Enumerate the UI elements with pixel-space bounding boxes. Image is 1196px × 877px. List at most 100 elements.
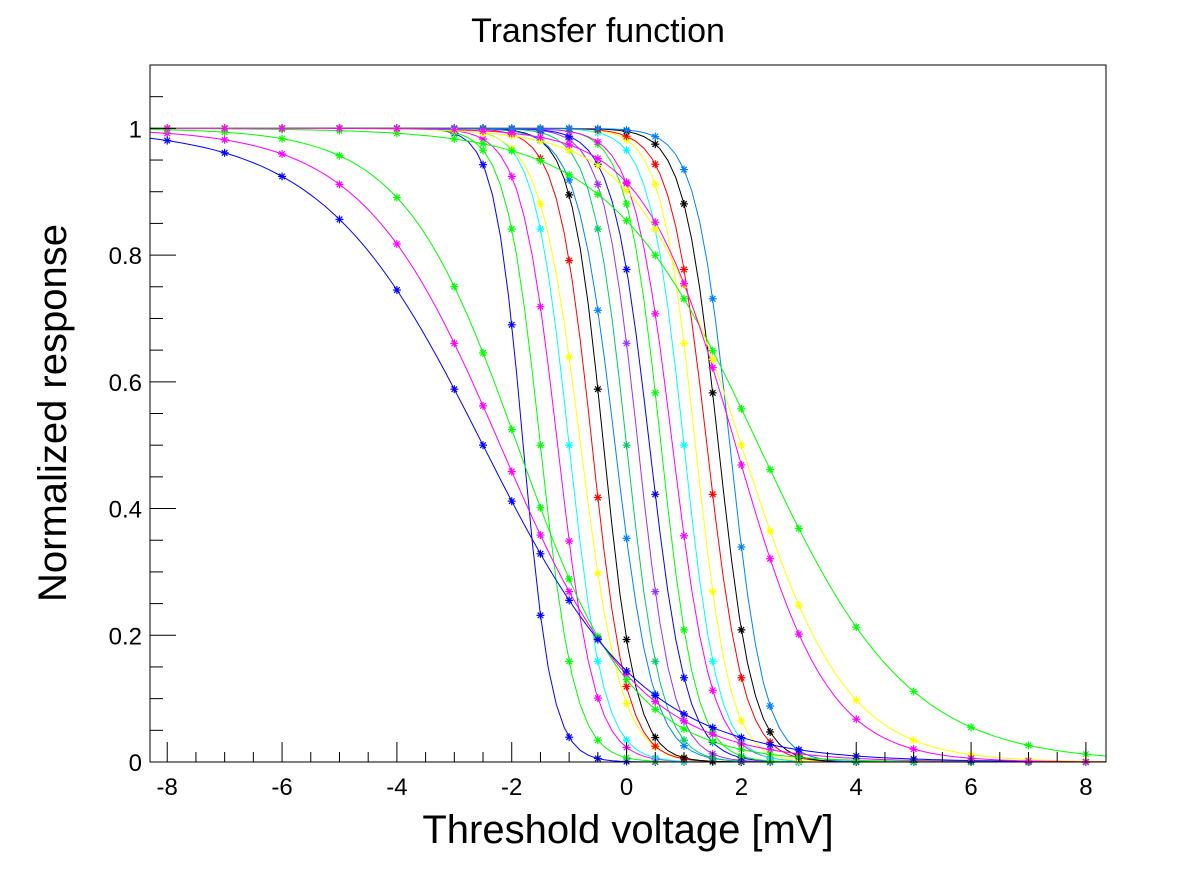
y-tick-label: 0: [129, 750, 142, 777]
series-20-marker-7: [507, 497, 516, 506]
series-20-marker-5: [450, 385, 459, 394]
series-20-marker-15: [737, 733, 746, 742]
series-18-marker-2: [278, 149, 287, 158]
series-21-marker-8: [536, 156, 545, 165]
series-2-marker-9: [565, 537, 574, 546]
series-10-marker-12: [651, 490, 660, 499]
y-axis-label: Normalized response: [31, 224, 75, 602]
series-20-marker-0: [163, 136, 172, 145]
y-tick-label: 0.4: [109, 497, 142, 524]
series-19-marker-6: [479, 348, 488, 357]
series-21-marker-6: [479, 139, 488, 148]
series-21-marker-20: [967, 723, 976, 732]
series-4-marker-9: [565, 353, 574, 362]
series-4-marker-10: [593, 569, 602, 578]
series-9-marker-10: [593, 180, 602, 189]
series-21-marker-7: [507, 146, 516, 155]
series-8-marker-10: [593, 225, 602, 234]
series-11-marker-13: [679, 625, 688, 634]
x-tick-label: -8: [157, 774, 178, 801]
series-16-marker-14: [708, 388, 717, 397]
series-2-marker-10: [593, 694, 602, 703]
series-20-marker-3: [335, 215, 344, 224]
series-2-marker-8: [536, 302, 545, 311]
series-7-marker-13: [679, 741, 688, 750]
series-0-marker-6: [479, 160, 488, 169]
series-21-marker-21: [1024, 741, 1033, 750]
series-23-marker-3: [335, 124, 344, 133]
series-2-marker-7: [507, 172, 516, 181]
series-20-marker-10: [593, 635, 602, 644]
series-17-marker-10: [593, 124, 602, 133]
series-19-marker-11: [622, 675, 631, 684]
series-20-marker-16: [766, 740, 775, 749]
series-23-marker-5: [450, 125, 459, 134]
series-5-marker-10: [593, 493, 602, 502]
series-13-marker-14: [708, 657, 717, 666]
series-6-marker-12: [651, 733, 660, 742]
series-8-marker-13: [679, 736, 688, 745]
series-16-marker-15: [737, 625, 746, 634]
series-19-marker-3: [335, 151, 344, 160]
x-axis-ticks: -8 -6 -4 -2 0 2 4 6 8: [157, 742, 1093, 801]
series-23-marker-1: [220, 124, 229, 133]
series-20-marker-11: [622, 667, 631, 676]
series-21-marker-13: [679, 294, 688, 303]
series-0-marker-9: [565, 733, 574, 742]
series-22-marker-15: [737, 441, 746, 450]
series-20-marker-17: [794, 745, 803, 754]
series-21-marker-18: [852, 623, 861, 632]
series-18-marker-5: [450, 339, 459, 348]
x-tick-label: -4: [386, 774, 407, 801]
series-17-marker-12: [651, 132, 660, 141]
y-tick-label: 0.6: [109, 370, 142, 397]
series-line-20: [149, 137, 1106, 763]
series-0-marker-8: [536, 611, 545, 620]
series-18-marker-9: [565, 587, 574, 596]
series-21-marker-12: [651, 251, 660, 260]
series-13-marker-13: [679, 441, 688, 450]
x-tick-label: 6: [964, 774, 977, 801]
series-15-marker-15: [737, 673, 746, 682]
series-0-marker-7: [507, 320, 516, 329]
series-23-marker-10: [593, 154, 602, 163]
series-20-marker-8: [536, 549, 545, 558]
series-15-marker-14: [708, 490, 717, 499]
plot-markers: [163, 124, 1090, 766]
series-14-marker-14: [708, 587, 717, 596]
y-axis-ticks: 0 0.2 0.4 0.6 0.8 1: [109, 64, 176, 777]
series-3-marker-10: [593, 657, 602, 666]
series-19-marker-14: [708, 737, 717, 746]
series-10-marker-11: [622, 265, 631, 274]
series-18-marker-8: [536, 531, 545, 540]
series-18-marker-7: [507, 467, 516, 476]
series-19-marker-2: [278, 134, 287, 143]
series-22-marker-18: [852, 696, 861, 705]
series-8-marker-12: [651, 657, 660, 666]
x-tick-label: 8: [1079, 774, 1092, 801]
series-22-marker-19: [909, 736, 918, 745]
series-22-marker-17: [794, 601, 803, 610]
series-17-marker-8: [536, 124, 545, 133]
series-20-marker-6: [479, 441, 488, 450]
series-12-marker-10: [593, 137, 602, 146]
series-15-marker-12: [651, 160, 660, 169]
series-11-marker-12: [651, 388, 660, 397]
series-4-marker-8: [536, 199, 545, 208]
series-5-marker-11: [622, 682, 631, 691]
series-15-marker-13: [679, 265, 688, 274]
series-23-marker-2: [278, 124, 287, 133]
series-21-marker-19: [909, 687, 918, 696]
series-21-marker-10: [593, 190, 602, 199]
x-tick-label: -2: [501, 774, 522, 801]
series-19-marker-13: [679, 724, 688, 733]
series-21-marker-17: [794, 524, 803, 533]
series-1-marker-10: [593, 736, 602, 745]
series-19-marker-9: [565, 574, 574, 583]
series-21-marker-16: [766, 465, 775, 474]
series-17-marker-16: [766, 701, 775, 710]
series-7-marker-11: [622, 534, 631, 543]
series-13-marker-11: [622, 146, 631, 155]
series-18-marker-13: [679, 716, 688, 725]
